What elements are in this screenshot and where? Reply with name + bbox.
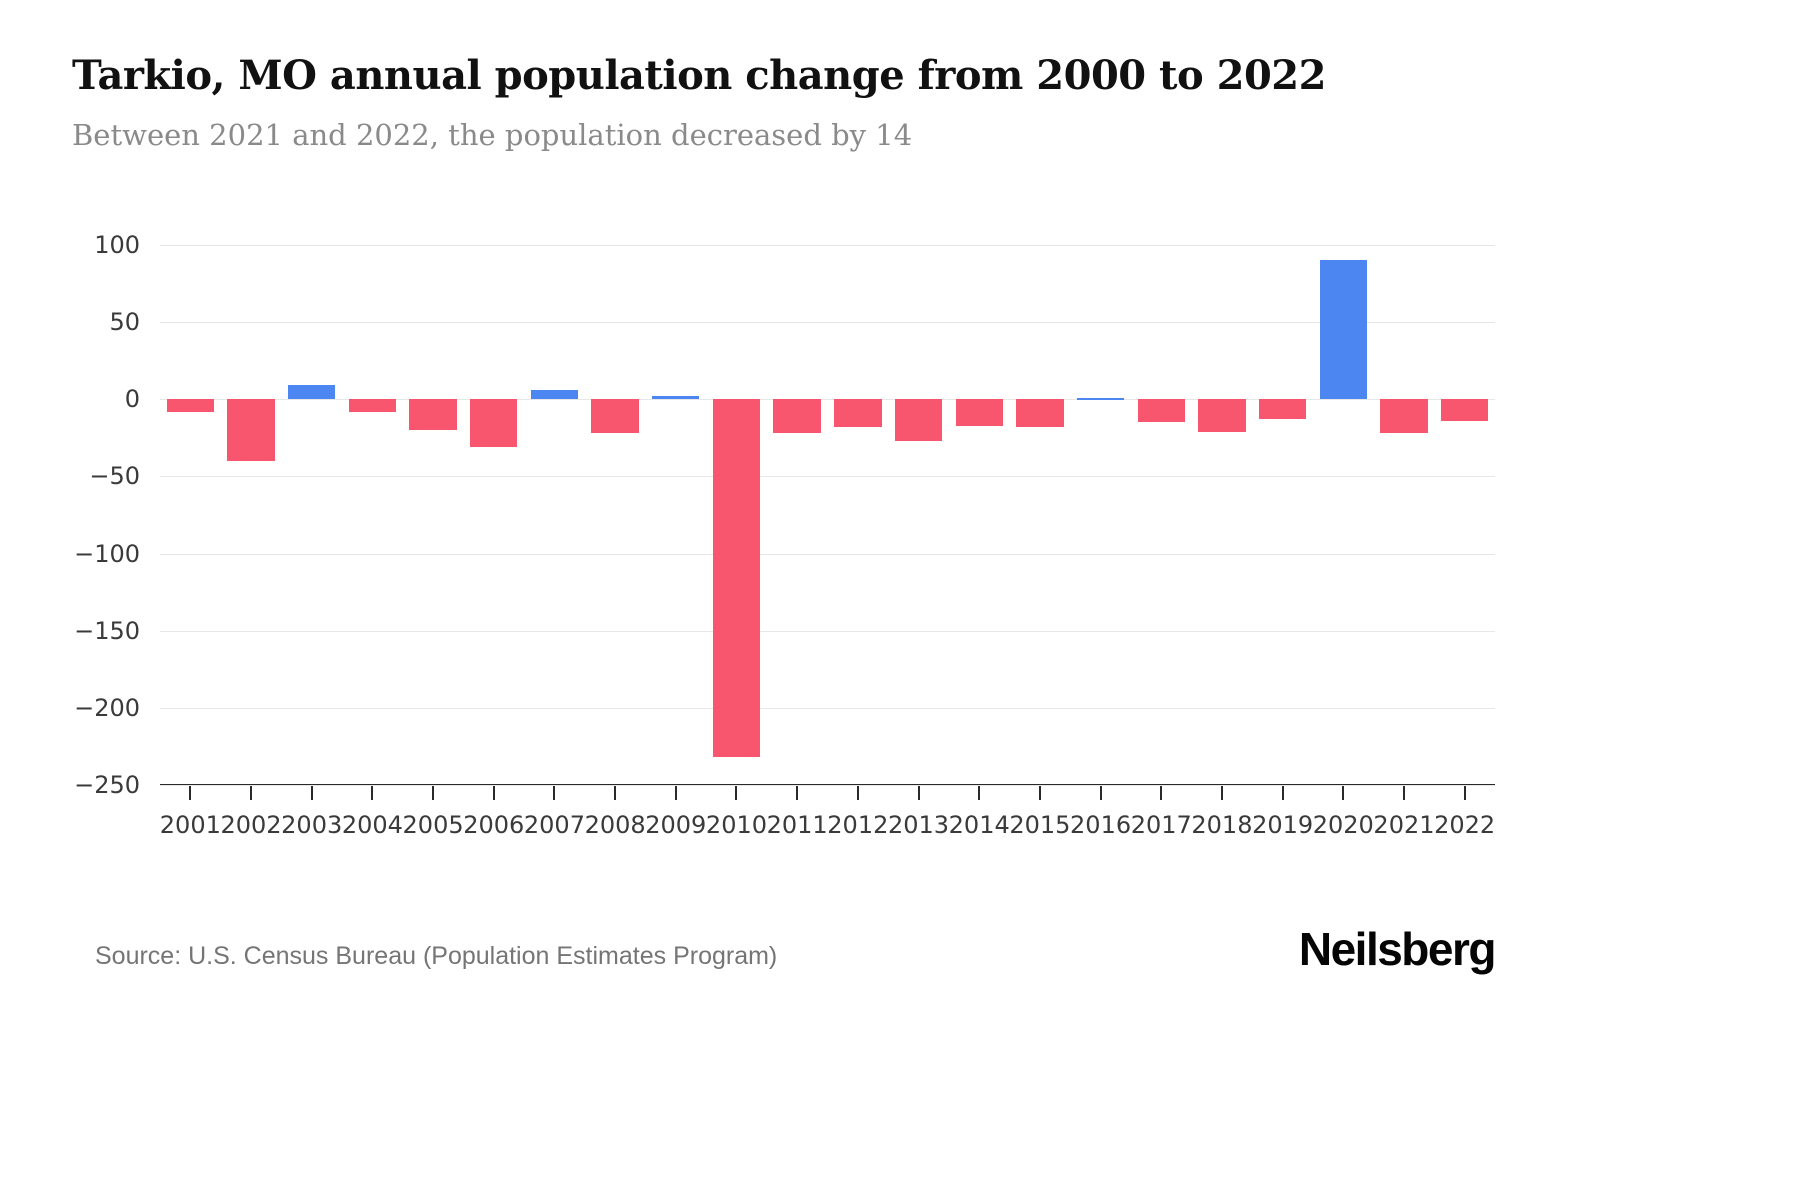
x-axis-label: 2011 xyxy=(766,811,828,839)
x-axis-tick xyxy=(250,786,253,800)
x-axis-tick xyxy=(735,786,738,800)
bar-2013[interactable] xyxy=(894,399,943,441)
y-axis-tick-label: 50 xyxy=(109,308,140,337)
x-axis-label: 2007 xyxy=(523,811,585,839)
bar-2018[interactable] xyxy=(1198,399,1246,432)
x-axis-label: 2003 xyxy=(281,811,343,839)
bar-2017[interactable] xyxy=(1137,399,1185,423)
x-axis-label: 2010 xyxy=(705,811,768,839)
x-axis-tick xyxy=(1402,786,1405,800)
bar-2005[interactable] xyxy=(409,399,457,431)
bar-2016[interactable] xyxy=(1076,397,1125,400)
x-axis-label: 2020 xyxy=(1312,811,1374,839)
y-axis-tick-label: −250 xyxy=(74,771,140,799)
x-axis-label: 2014 xyxy=(948,811,1010,839)
gridline xyxy=(160,553,1495,555)
chart-plot-area: 100 50 0 −50 −100 −150 −200 −250 2001 2002 2003 200… xyxy=(74,231,1495,839)
bar-2019[interactable] xyxy=(1258,399,1307,420)
bar-2003[interactable] xyxy=(288,385,336,400)
gridline xyxy=(160,630,1495,632)
x-axis-label: 2001 xyxy=(159,811,221,839)
x-axis-tick xyxy=(614,786,617,800)
bar-2002[interactable] xyxy=(227,399,275,461)
bar-2021[interactable] xyxy=(1380,399,1428,434)
gridline xyxy=(160,785,1495,786)
bar-2004[interactable] xyxy=(348,399,397,412)
source-note: Source: U.S. Census Bureau (Population E… xyxy=(95,942,778,970)
x-axis-label: 2021 xyxy=(1373,811,1435,839)
y-axis-tick-label: −150 xyxy=(74,616,140,645)
gridline xyxy=(160,245,1495,246)
neilsberg-logo: Neilsberg xyxy=(1298,923,1497,975)
x-axis-label: 2009 xyxy=(645,811,707,839)
bar-2015[interactable] xyxy=(1016,399,1064,428)
bar-2012[interactable] xyxy=(834,399,882,428)
x-axis-tick xyxy=(492,786,495,800)
bar-2022[interactable] xyxy=(1440,399,1489,421)
bar-2007[interactable] xyxy=(530,390,579,400)
gridline xyxy=(160,399,1495,401)
x-axis-tick xyxy=(917,786,920,800)
x-axis-label: 2004 xyxy=(341,811,403,839)
x-axis-label: 2016 xyxy=(1070,811,1132,839)
x-axis-tick xyxy=(1463,786,1466,800)
x-axis-tick xyxy=(1281,786,1284,800)
chart-title: Tarkio, MO annual population change from… xyxy=(72,52,1326,99)
x-axis-label: 2008 xyxy=(584,811,646,839)
x-axis-tick xyxy=(1038,786,1041,800)
x-axis-tick xyxy=(310,786,313,800)
x-axis-label: 2019 xyxy=(1252,811,1314,839)
x-axis-label: 2015 xyxy=(1009,811,1071,839)
x-axis-tick xyxy=(553,786,556,800)
x-axis-label: 2018 xyxy=(1191,811,1253,839)
gridline xyxy=(160,476,1495,478)
y-axis-tick-label: 100 xyxy=(94,231,140,259)
bar-2010[interactable] xyxy=(712,399,761,758)
y-axis-tick-label: −200 xyxy=(74,693,140,722)
bar-2006[interactable] xyxy=(470,399,518,448)
x-axis-label: 2006 xyxy=(463,811,525,839)
bar-2001[interactable] xyxy=(166,399,214,412)
x-axis-tick xyxy=(432,786,435,800)
bar-2020[interactable] xyxy=(1319,260,1367,400)
x-axis-label: 2002 xyxy=(220,811,282,839)
x-axis-tick xyxy=(856,786,859,800)
x-axis-tick xyxy=(978,786,981,800)
bar-2014[interactable] xyxy=(955,399,1003,426)
x-axis-label: 2013 xyxy=(887,811,950,839)
x-axis-tick xyxy=(796,786,799,800)
bar-2008[interactable] xyxy=(591,399,639,434)
x-axis-tick xyxy=(1160,786,1163,800)
y-axis-tick-label: −50 xyxy=(89,462,140,491)
x-axis-tick xyxy=(674,786,677,800)
x-axis-tick xyxy=(189,786,192,800)
x-axis-tick xyxy=(1099,786,1102,800)
y-axis-tick-label: −100 xyxy=(74,539,140,568)
x-axis-tick xyxy=(371,786,374,800)
chart-subtitle: Between 2021 and 2022, the population de… xyxy=(72,118,913,152)
x-axis-label: 2005 xyxy=(402,811,464,839)
gridline xyxy=(160,322,1495,324)
x-axis-tick xyxy=(1220,786,1223,800)
x-axis-label: 2017 xyxy=(1130,811,1192,839)
gridline xyxy=(160,707,1495,709)
x-axis-label: 2022 xyxy=(1434,811,1496,839)
x-axis-label: 2012 xyxy=(827,811,889,839)
x-axis-tick xyxy=(1342,786,1345,800)
bar-2011[interactable] xyxy=(773,399,821,434)
bar-2009[interactable] xyxy=(652,396,700,400)
y-axis-tick-label: 0 xyxy=(124,385,140,414)
